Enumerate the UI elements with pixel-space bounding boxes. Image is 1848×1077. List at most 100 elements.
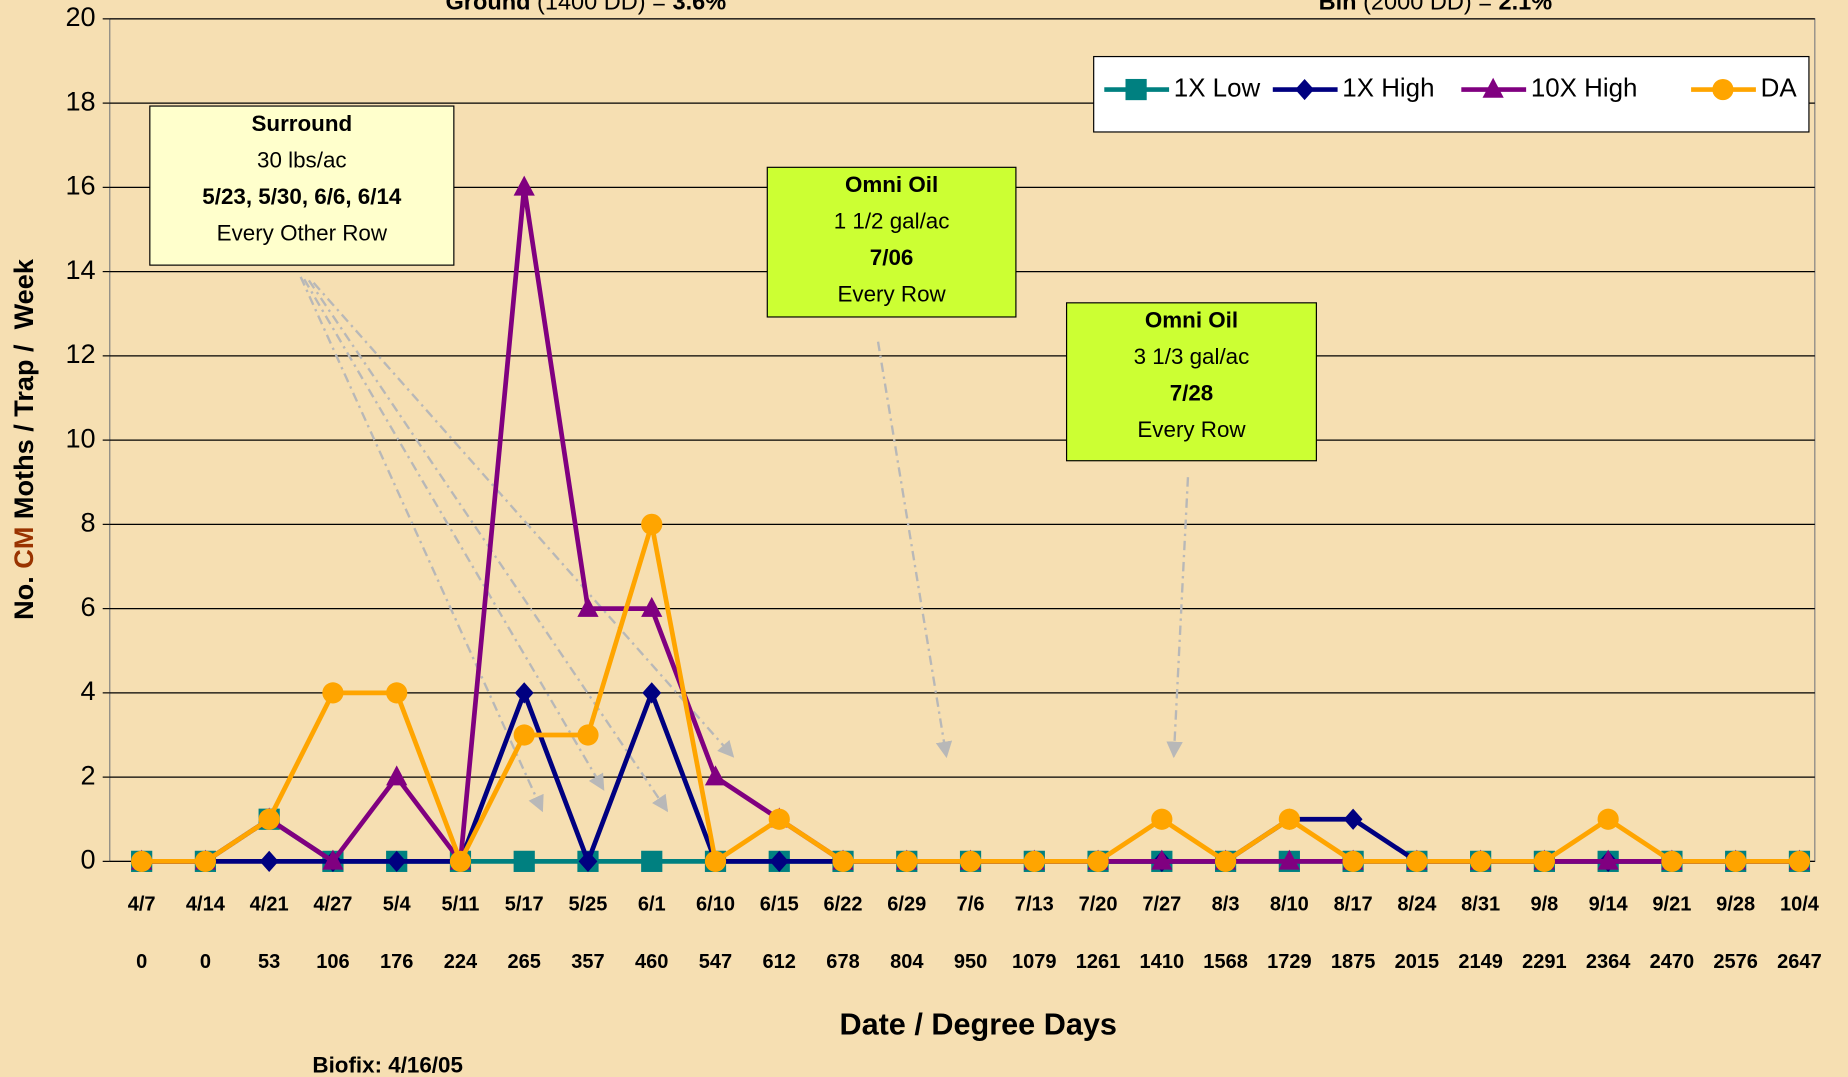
x-tick-label: 4/27 (313, 893, 352, 915)
marker (1278, 849, 1300, 870)
marker (1214, 850, 1237, 872)
top-note-value: 3.6% (672, 0, 726, 15)
degree-day-label: 2576 (1713, 951, 1758, 973)
x-tick-label: 4/14 (186, 893, 226, 915)
x-tick-label: 9/28 (1716, 893, 1755, 915)
legend-label: 1X High (1342, 74, 1434, 102)
y-tick-label: 2 (81, 759, 96, 790)
marker (1087, 850, 1109, 872)
marker (1788, 850, 1811, 872)
x-tick-label: 6/1 (638, 893, 666, 915)
y-tick-label: 14 (65, 254, 95, 285)
marker (959, 850, 982, 872)
annotation-rate: 3 1/3 gal/ac (1134, 344, 1250, 369)
marker (1342, 850, 1364, 872)
annotations: Surround 30 lbs/ac 5/23, 5/30, 6/6, 6/14 Ev… (149, 105, 1317, 462)
x-tick-label: 6/10 (696, 893, 735, 915)
marker (896, 850, 918, 872)
degree-day-label: 176 (380, 951, 413, 973)
annotation-box (149, 105, 455, 266)
degree-day-label: 53 (258, 951, 280, 973)
marker (1533, 850, 1555, 872)
arrow (303, 278, 605, 791)
x-tick-label: 7/20 (1079, 893, 1118, 915)
x-tick-label: 8/31 (1461, 893, 1500, 915)
marker (1295, 78, 1315, 101)
marker (514, 682, 534, 704)
marker (641, 850, 663, 872)
x-tick-label: 10/4 (1780, 893, 1820, 915)
marker (768, 808, 790, 830)
marker (258, 808, 280, 830)
degree-day-label: 224 (444, 951, 478, 973)
marker (131, 850, 153, 872)
top-note-value: 2.1% (1499, 0, 1553, 15)
degree-day-label: 612 (763, 951, 796, 973)
degree-day-label: 2291 (1522, 951, 1567, 973)
marker (1406, 850, 1428, 872)
degree-day-label: 2364 (1586, 951, 1631, 973)
marker (513, 724, 535, 746)
top-note-label: Ground (445, 0, 530, 15)
x-tick-label: 6/29 (887, 893, 926, 915)
x-tick-label: 7/27 (1142, 893, 1181, 915)
marker (1482, 77, 1504, 98)
x-axis-title: Date / Degree Days (839, 1007, 1116, 1041)
x-tick-label: 8/17 (1334, 893, 1373, 915)
marker (1470, 850, 1492, 872)
degree-day-label: 1410 (1140, 951, 1185, 973)
legend-label: 1X Low (1174, 74, 1261, 102)
degree-day-label: 1568 (1203, 951, 1248, 973)
annotation-rows: Every Other Row (217, 220, 388, 245)
marker (832, 850, 854, 872)
degree-day-label: 1875 (1331, 951, 1376, 973)
marker (1725, 850, 1747, 872)
y-axis-title-part: Moths / Trap / Week (8, 258, 39, 526)
y-tick-label: 6 (81, 591, 96, 622)
annotation-title: Omni Oil (1145, 308, 1238, 333)
x-tick-label: 7/13 (1015, 893, 1054, 915)
y-tick-label: 10 (65, 422, 95, 453)
marker (641, 596, 663, 617)
y-tick-label: 0 (81, 844, 96, 875)
degree-day-label: 2149 (1458, 951, 1503, 973)
arrow (299, 276, 544, 813)
annotation-box (766, 166, 1017, 318)
marker (1125, 78, 1147, 101)
x-tick-label: 9/8 (1530, 893, 1558, 915)
marker (322, 682, 344, 704)
y-tick-label: 8 (81, 507, 96, 538)
x-tick-label: 9/14 (1589, 893, 1629, 915)
footnote: Biofix: 4/16/05 (312, 1052, 462, 1077)
degree-day-label: 460 (635, 951, 668, 973)
degree-day-label: 0 (200, 951, 211, 973)
degree-day-label: 1261 (1076, 951, 1121, 973)
degree-day-label: 2647 (1777, 951, 1822, 973)
legend: 1X Low 1X High 10X High DA (1093, 55, 1810, 133)
marker (704, 765, 727, 786)
annotation-rate: 30 lbs/ac (257, 147, 347, 172)
y-tick-label: 20 (65, 1, 95, 32)
degree-day-label: 2015 (1395, 951, 1440, 973)
degree-day-label: 678 (826, 951, 859, 973)
x-tick-label: 9/21 (1652, 893, 1691, 915)
annotation-rows: Every Row (838, 282, 947, 307)
marker (1712, 78, 1734, 101)
marker (513, 175, 535, 196)
degree-day-label: 950 (954, 951, 987, 973)
degree-day-label: 106 (316, 951, 349, 973)
x-tick-label: 5/11 (442, 893, 480, 915)
annotation-dates: 7/28 (1170, 381, 1214, 406)
y-tick-label: 18 (65, 85, 95, 116)
top-note-text: (1400 DD) = (530, 0, 672, 15)
marker (1023, 850, 1045, 872)
annotation-rate: 1 1/2 gal/ac (834, 209, 950, 234)
y-tick-label: 4 (81, 675, 96, 706)
x-tick-label: 6/15 (760, 893, 799, 915)
marker (322, 849, 344, 870)
marker (1151, 849, 1173, 870)
degree-day-label: 2470 (1650, 951, 1695, 973)
x-tick-label: 4/21 (250, 893, 289, 915)
x-tick-label: 8/24 (1397, 893, 1437, 915)
